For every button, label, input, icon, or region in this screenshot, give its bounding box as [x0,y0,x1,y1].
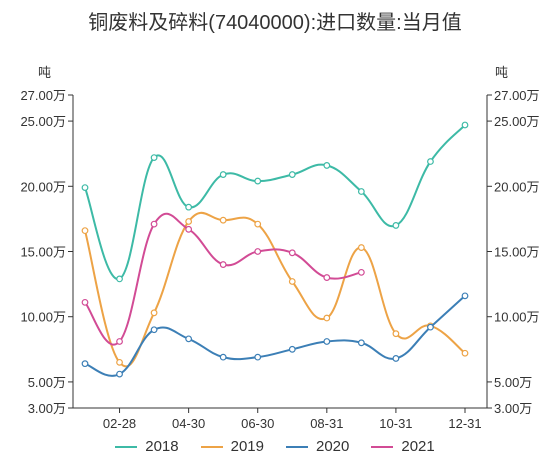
series-2018 [81,121,469,283]
data-point-2020[interactable] [427,323,434,331]
data-point-2019[interactable] [185,218,193,225]
legend-label: 2018 [145,438,179,455]
y-tick-label-left: 3.00万 [28,401,66,416]
data-point-2018[interactable] [323,162,331,169]
series-2020 [81,292,469,378]
x-tick-label: 12-31 [448,416,481,431]
data-point-2019[interactable] [392,330,400,338]
series-line-2018 [84,124,466,280]
chart-title: 铜废料及碎料(74040000):进口数量:当月值 [88,12,462,34]
data-point-2020[interactable] [392,355,400,362]
data-point-2021[interactable] [219,261,227,268]
data-point-2021[interactable] [357,268,365,276]
y-tick-label-right: 10.00万 [494,310,540,325]
data-point-2019[interactable] [150,309,158,317]
left-y-ticks: 3.00万 5.00万 10.00万 15.00万 20.00万 25.00万 27.00万 [20,88,73,416]
data-point-2021[interactable] [150,220,158,228]
data-point-2020[interactable] [254,353,262,361]
data-point-2020[interactable] [288,345,296,353]
data-point-2021[interactable] [254,248,262,255]
legend-label: 2019 [230,438,264,455]
legend-swatch [286,445,308,448]
series-2019 [81,211,469,368]
data-point-2020[interactable] [461,292,469,300]
data-point-2019[interactable] [357,244,365,251]
series-line-2020 [84,295,466,377]
x-tick-label: 04-30 [172,416,205,431]
data-point-2019[interactable] [116,358,123,366]
data-point-2018[interactable] [461,121,469,129]
data-point-2021[interactable] [323,274,331,281]
data-point-2018[interactable] [185,203,193,211]
data-point-2021[interactable] [288,249,296,257]
right-y-ticks: 3.00万 5.00万 10.00万 15.00万 20.00万 25.00万 27.00万 [487,88,540,416]
y-tick-label-right: 3.00万 [494,401,532,416]
legend-label: 2020 [316,438,350,455]
y-tick-label-right: 25.00万 [494,114,540,129]
y-tick-label-right: 15.00万 [494,245,540,260]
legend-item-2020[interactable]: 2020 [286,438,349,455]
data-point-2018[interactable] [357,188,365,195]
series-2021 [81,212,365,346]
y-tick-label-left: 15.00万 [20,245,66,260]
data-point-2018[interactable] [254,177,262,185]
legend-item-2019[interactable]: 2019 [200,438,264,455]
x-tick-label: 08-31 [310,416,343,431]
data-point-2019[interactable] [254,220,262,228]
series-layer [81,121,469,378]
data-point-2021[interactable] [116,338,123,345]
right-axis-unit: 吨 [495,65,508,80]
data-point-2020[interactable] [323,338,331,345]
legend: 2018 2019 2020 2021 [0,438,550,455]
data-point-2019[interactable] [288,278,296,285]
data-point-2019[interactable] [219,216,227,224]
data-point-2020[interactable] [81,360,89,368]
data-point-2018[interactable] [427,158,434,165]
legend-item-2021[interactable]: 2021 [371,438,435,455]
legend-label: 2021 [401,438,435,455]
data-point-2020[interactable] [116,370,123,378]
data-point-2018[interactable] [288,171,296,178]
legend-swatch [115,445,138,448]
y-tick-label-left: 10.00万 [20,310,66,325]
x-tick-label: 02-28 [103,416,136,431]
y-tick-label-left: 5.00万 [28,375,66,390]
x-ticks: 02-28 04-30 06-30 08-31 10-31 12-31 [103,408,482,431]
data-point-2018[interactable] [392,222,400,229]
left-axis-unit: 吨 [38,65,51,80]
data-point-2018[interactable] [150,154,158,162]
series-line-2021 [84,212,362,346]
x-tick-label: 06-30 [241,416,274,431]
legend-swatch [371,445,394,448]
data-point-2020[interactable] [357,339,365,347]
y-tick-label-left: 20.00万 [20,179,66,194]
legend-swatch [200,445,223,448]
data-point-2021[interactable] [185,225,193,233]
y-tick-label-right: 27.00万 [494,88,540,103]
y-tick-label-right: 20.00万 [494,179,540,194]
data-point-2018[interactable] [116,275,123,283]
data-point-2018[interactable] [219,171,227,178]
data-point-2019[interactable] [323,314,331,322]
data-point-2018[interactable] [81,184,89,191]
y-tick-label-right: 5.00万 [494,375,532,390]
y-tick-label-left: 25.00万 [20,114,66,129]
data-point-2020[interactable] [150,326,158,334]
data-point-2020[interactable] [219,353,227,361]
data-point-2019[interactable] [81,227,89,235]
x-tick-label: 10-31 [379,416,412,431]
y-tick-label-left: 27.00万 [20,88,66,103]
legend-item-2018[interactable]: 2018 [115,438,179,455]
data-point-2021[interactable] [81,298,89,306]
data-point-2019[interactable] [461,349,469,357]
data-point-2020[interactable] [185,335,193,343]
